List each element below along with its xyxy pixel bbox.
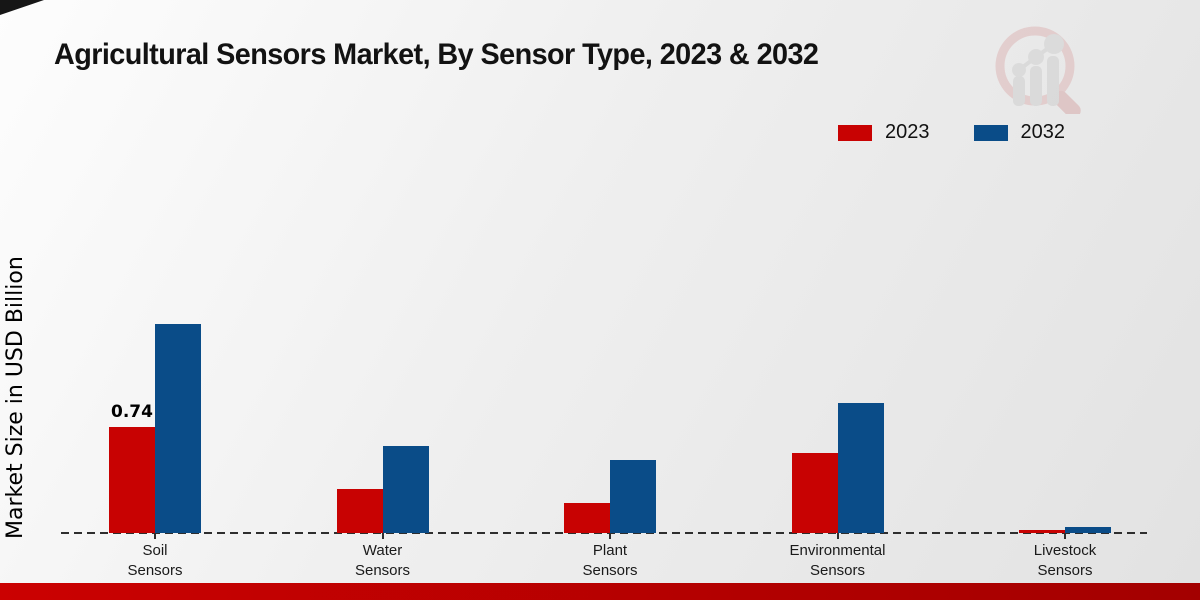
legend: 2023 2032 — [838, 121, 1065, 144]
bar-2023-environmental-sensors — [791, 452, 838, 533]
bar-value-label: 0.74 — [111, 402, 153, 423]
legend-item-2023: 2023 — [838, 121, 930, 144]
bar-2032-water-sensors — [382, 445, 429, 533]
chart-title: Agricultural Sensors Market, By Sensor T… — [54, 38, 819, 71]
x-axis-tick — [381, 533, 384, 539]
bar-2032-livestock-sensors — [1065, 527, 1111, 533]
category-label-plant-sensors: Plant Sensors — [582, 542, 638, 579]
category-label-livestock-sensors: Livestock Sensors — [1033, 542, 1097, 579]
legend-item-2032: 2032 — [973, 121, 1066, 144]
legend-label-2023: 2023 — [885, 121, 930, 143]
corner-accent-triangle — [0, 0, 44, 15]
bar-2032-soil-sensors — [155, 323, 201, 533]
legend-label-2032: 2032 — [1020, 121, 1066, 143]
x-axis-tick — [836, 533, 839, 539]
bar-2023-plant-sensors — [564, 502, 610, 533]
bar-2032-plant-sensors — [610, 459, 656, 533]
x-axis-tick — [609, 533, 611, 539]
bar-2032-environmental-sensors — [837, 402, 884, 533]
market-research-magnifier-logo-icon — [985, 24, 1095, 119]
bar-2023-soil-sensors — [109, 427, 155, 533]
x-axis-tick — [1064, 533, 1066, 539]
category-label-soil-sensors: Soil Sensors — [127, 542, 183, 579]
category-label-water-sensors: Water Sensors — [354, 542, 411, 579]
x-axis-tick — [154, 533, 156, 539]
bar-2023-livestock-sensors — [1019, 530, 1065, 533]
bar-2023-water-sensors — [336, 488, 383, 533]
footer-accent-bar — [0, 583, 1200, 600]
category-label-environmental-sensors: Environmental Sensors — [789, 542, 886, 579]
legend-swatch-2032 — [973, 124, 1008, 141]
legend-swatch-2023 — [838, 124, 872, 141]
